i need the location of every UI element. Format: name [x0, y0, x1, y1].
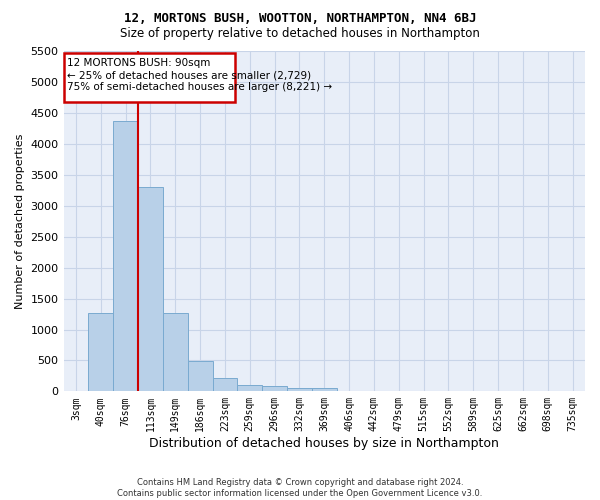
Bar	[238, 385, 262, 392]
Text: Contains HM Land Registry data © Crown copyright and database right 2024.
Contai: Contains HM Land Registry data © Crown c…	[118, 478, 482, 498]
Text: 75% of semi-detached houses are larger (8,221) →: 75% of semi-detached houses are larger (…	[67, 82, 332, 92]
Bar	[262, 386, 287, 392]
Bar	[287, 388, 312, 392]
Bar	[312, 388, 337, 392]
Bar	[88, 313, 113, 392]
Text: ← 25% of detached houses are smaller (2,729): ← 25% of detached houses are smaller (2,…	[67, 70, 311, 80]
Text: 12 MORTONS BUSH: 90sqm: 12 MORTONS BUSH: 90sqm	[67, 58, 211, 68]
X-axis label: Distribution of detached houses by size in Northampton: Distribution of detached houses by size …	[149, 437, 499, 450]
Bar	[113, 122, 138, 392]
Bar	[138, 187, 163, 392]
Y-axis label: Number of detached properties: Number of detached properties	[15, 134, 25, 309]
Text: 12, MORTONS BUSH, WOOTTON, NORTHAMPTON, NN4 6BJ: 12, MORTONS BUSH, WOOTTON, NORTHAMPTON, …	[124, 12, 476, 26]
Bar	[212, 378, 238, 392]
Text: Size of property relative to detached houses in Northampton: Size of property relative to detached ho…	[120, 28, 480, 40]
FancyBboxPatch shape	[64, 52, 235, 102]
Bar	[163, 313, 188, 392]
Bar	[188, 361, 212, 392]
